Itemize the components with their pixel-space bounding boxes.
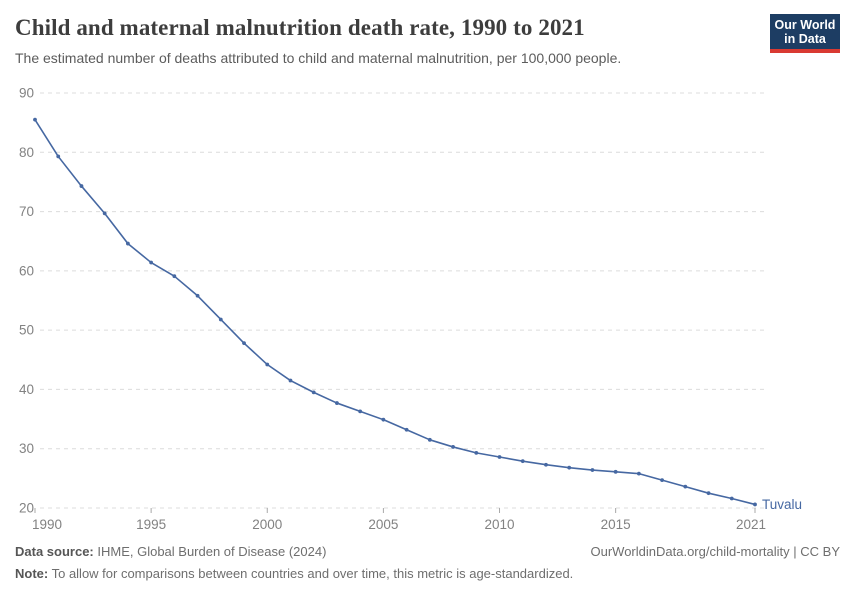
x-axis-label-2005: 2005	[368, 517, 398, 532]
data-point-2010[interactable]	[497, 455, 502, 459]
y-axis-label-30: 30	[19, 441, 34, 456]
chart-header: Child and maternal malnutrition death ra…	[15, 14, 760, 68]
note-line: Note: To allow for comparisons between c…	[15, 566, 573, 581]
owid-citation-link[interactable]: OurWorldinData.org/child-mortality | CC …	[590, 544, 841, 559]
data-point-2008[interactable]	[451, 445, 455, 449]
chart-canvas[interactable]: 20 30 40 50 60 70 80 90 1990 1995 2000 2005 2010 2015…	[0, 80, 850, 535]
y-axis-label-80: 80	[19, 145, 34, 160]
data-point-1998[interactable]	[218, 317, 223, 322]
y-axis-label-70: 70	[19, 204, 34, 219]
data-point-2004[interactable]	[358, 409, 363, 414]
owid-logo-text: Our World in Data	[774, 17, 836, 46]
y-axis-label-50: 50	[19, 323, 34, 338]
x-axis-label-2010: 2010	[484, 517, 514, 532]
data-point-2020[interactable]	[729, 496, 734, 501]
chart-area: 20 30 40 50 60 70 80 90 1990 1995 2000 2005 2010 2015…	[0, 80, 850, 535]
x-axis-label-1995: 1995	[136, 517, 166, 532]
y-axis-label-20: 20	[19, 501, 34, 516]
data-point-1990[interactable]	[33, 117, 37, 122]
data-point-2011[interactable]	[520, 459, 525, 464]
data-point-2009[interactable]	[474, 450, 479, 455]
data-point-2003[interactable]	[335, 401, 339, 405]
data-point-2013[interactable]	[567, 465, 572, 470]
data-point-1997[interactable]	[195, 293, 200, 298]
x-axis-label-2000: 2000	[252, 517, 282, 532]
note-label: Note:	[15, 566, 49, 581]
data-point-2021[interactable]	[753, 502, 757, 507]
data-point-2012[interactable]	[544, 462, 548, 467]
data-point-2006[interactable]	[404, 427, 409, 432]
y-axis-label-40: 40	[19, 382, 34, 397]
data-point-2019[interactable]	[706, 491, 711, 496]
data-source-label: Data source:	[15, 544, 94, 559]
data-point-2014[interactable]	[590, 468, 595, 472]
data-point-2018[interactable]	[683, 484, 688, 489]
data-point-1999[interactable]	[242, 341, 246, 346]
data-point-2001[interactable]	[288, 378, 293, 383]
chart-footer: Data source: IHME, Global Burden of Dise…	[15, 541, 840, 585]
x-axis-label-1990: 1990	[32, 517, 62, 532]
data-source-line: Data source: IHME, Global Burden of Dise…	[15, 541, 326, 563]
chart-subtitle: The estimated number of deaths attribute…	[15, 50, 622, 66]
owid-logo[interactable]: Our World in Data	[770, 14, 840, 53]
data-point-2000[interactable]	[265, 362, 270, 367]
data-point-2017[interactable]	[660, 478, 664, 483]
data-point-2002[interactable]	[311, 390, 316, 395]
data-point-2007[interactable]	[427, 437, 432, 442]
data-point-2005[interactable]	[381, 417, 386, 422]
page-title: Child and maternal malnutrition death ra…	[15, 15, 585, 40]
series-end-label-tuvalu[interactable]: Tuvalu	[762, 497, 802, 512]
data-point-1995[interactable]	[149, 260, 154, 265]
data-point-1994[interactable]	[126, 241, 130, 246]
data-source-text: IHME, Global Burden of Disease (2024)	[93, 544, 327, 559]
y-axis-label-60: 60	[19, 263, 34, 278]
data-point-1996[interactable]	[172, 274, 177, 279]
data-point-1993[interactable]	[102, 211, 107, 216]
series-line-tuvalu	[34, 118, 756, 506]
data-point-1991[interactable]	[56, 154, 61, 159]
data-point-2016[interactable]	[636, 471, 641, 476]
data-point-1992[interactable]	[79, 184, 84, 188]
y-axis-label-90: 90	[19, 86, 34, 101]
x-axis-label-2015: 2015	[601, 517, 631, 532]
note-text: To allow for comparisons between countri…	[48, 566, 574, 581]
x-axis-label-2021: 2021	[736, 517, 766, 532]
data-point-2015[interactable]	[613, 469, 618, 474]
